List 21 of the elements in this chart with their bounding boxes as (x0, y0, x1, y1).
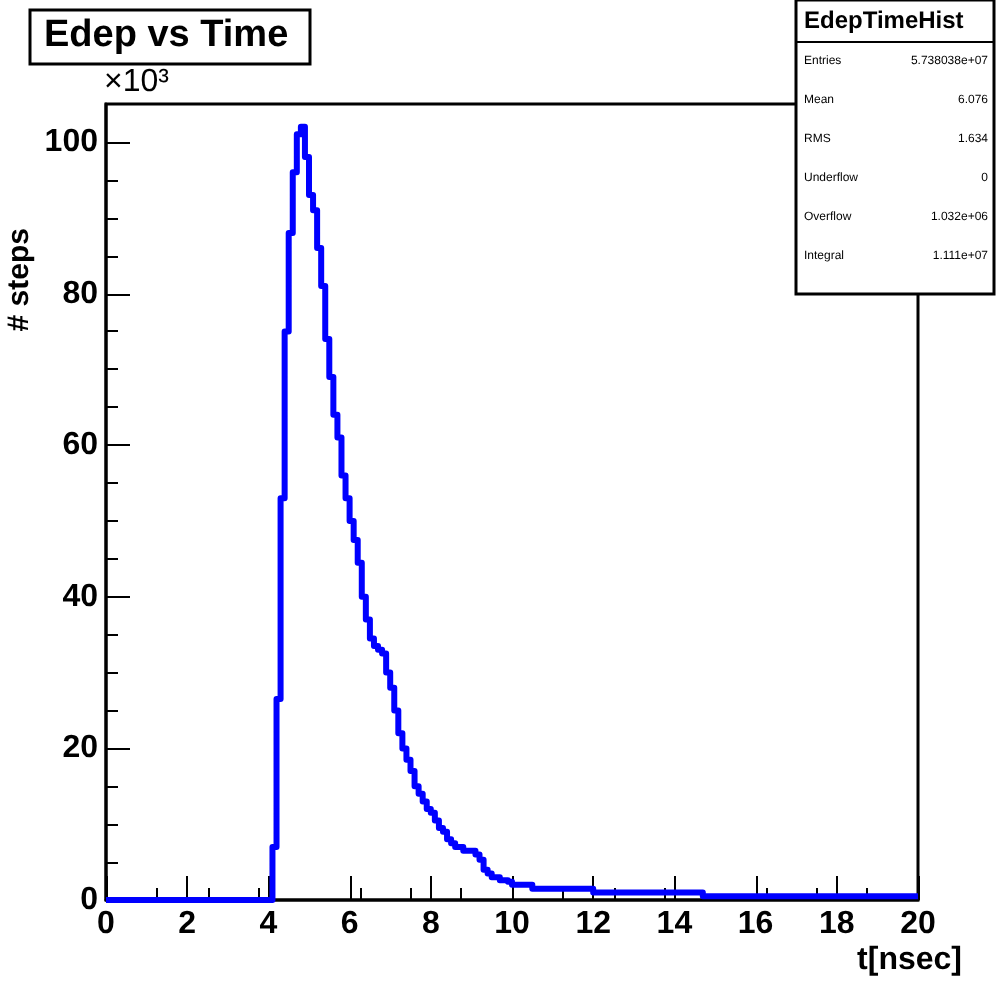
x-tick-label: 4 (259, 907, 278, 941)
x-axis-title: t[nsec] (857, 943, 962, 977)
x-tick-label: 2 (178, 907, 197, 941)
x-tick-label: 10 (494, 907, 530, 941)
x-tick-label: 14 (656, 907, 693, 941)
x-tick-label: 18 (819, 907, 855, 941)
x-tick-label: 12 (575, 907, 612, 941)
x-tick-label: 16 (737, 907, 774, 941)
text: EdepTimeHist (804, 6, 964, 34)
y-tick-label: 80 (62, 276, 99, 311)
text: ×10³ (104, 65, 171, 99)
x-tick-label: 6 (340, 907, 359, 941)
y-tick-label: 20 (62, 731, 99, 766)
y-tick-label: 0 (80, 883, 99, 917)
y-tick-label: 60 (62, 428, 99, 463)
x-tick-label: 20 (900, 907, 936, 941)
x-tick-label: 8 (421, 907, 440, 941)
chart-title: Edep vs Time (44, 14, 289, 56)
y-tick-label: 100 (44, 124, 99, 159)
y-axis-title: # steps (2, 228, 36, 332)
y-tick-label: 40 (62, 579, 99, 614)
